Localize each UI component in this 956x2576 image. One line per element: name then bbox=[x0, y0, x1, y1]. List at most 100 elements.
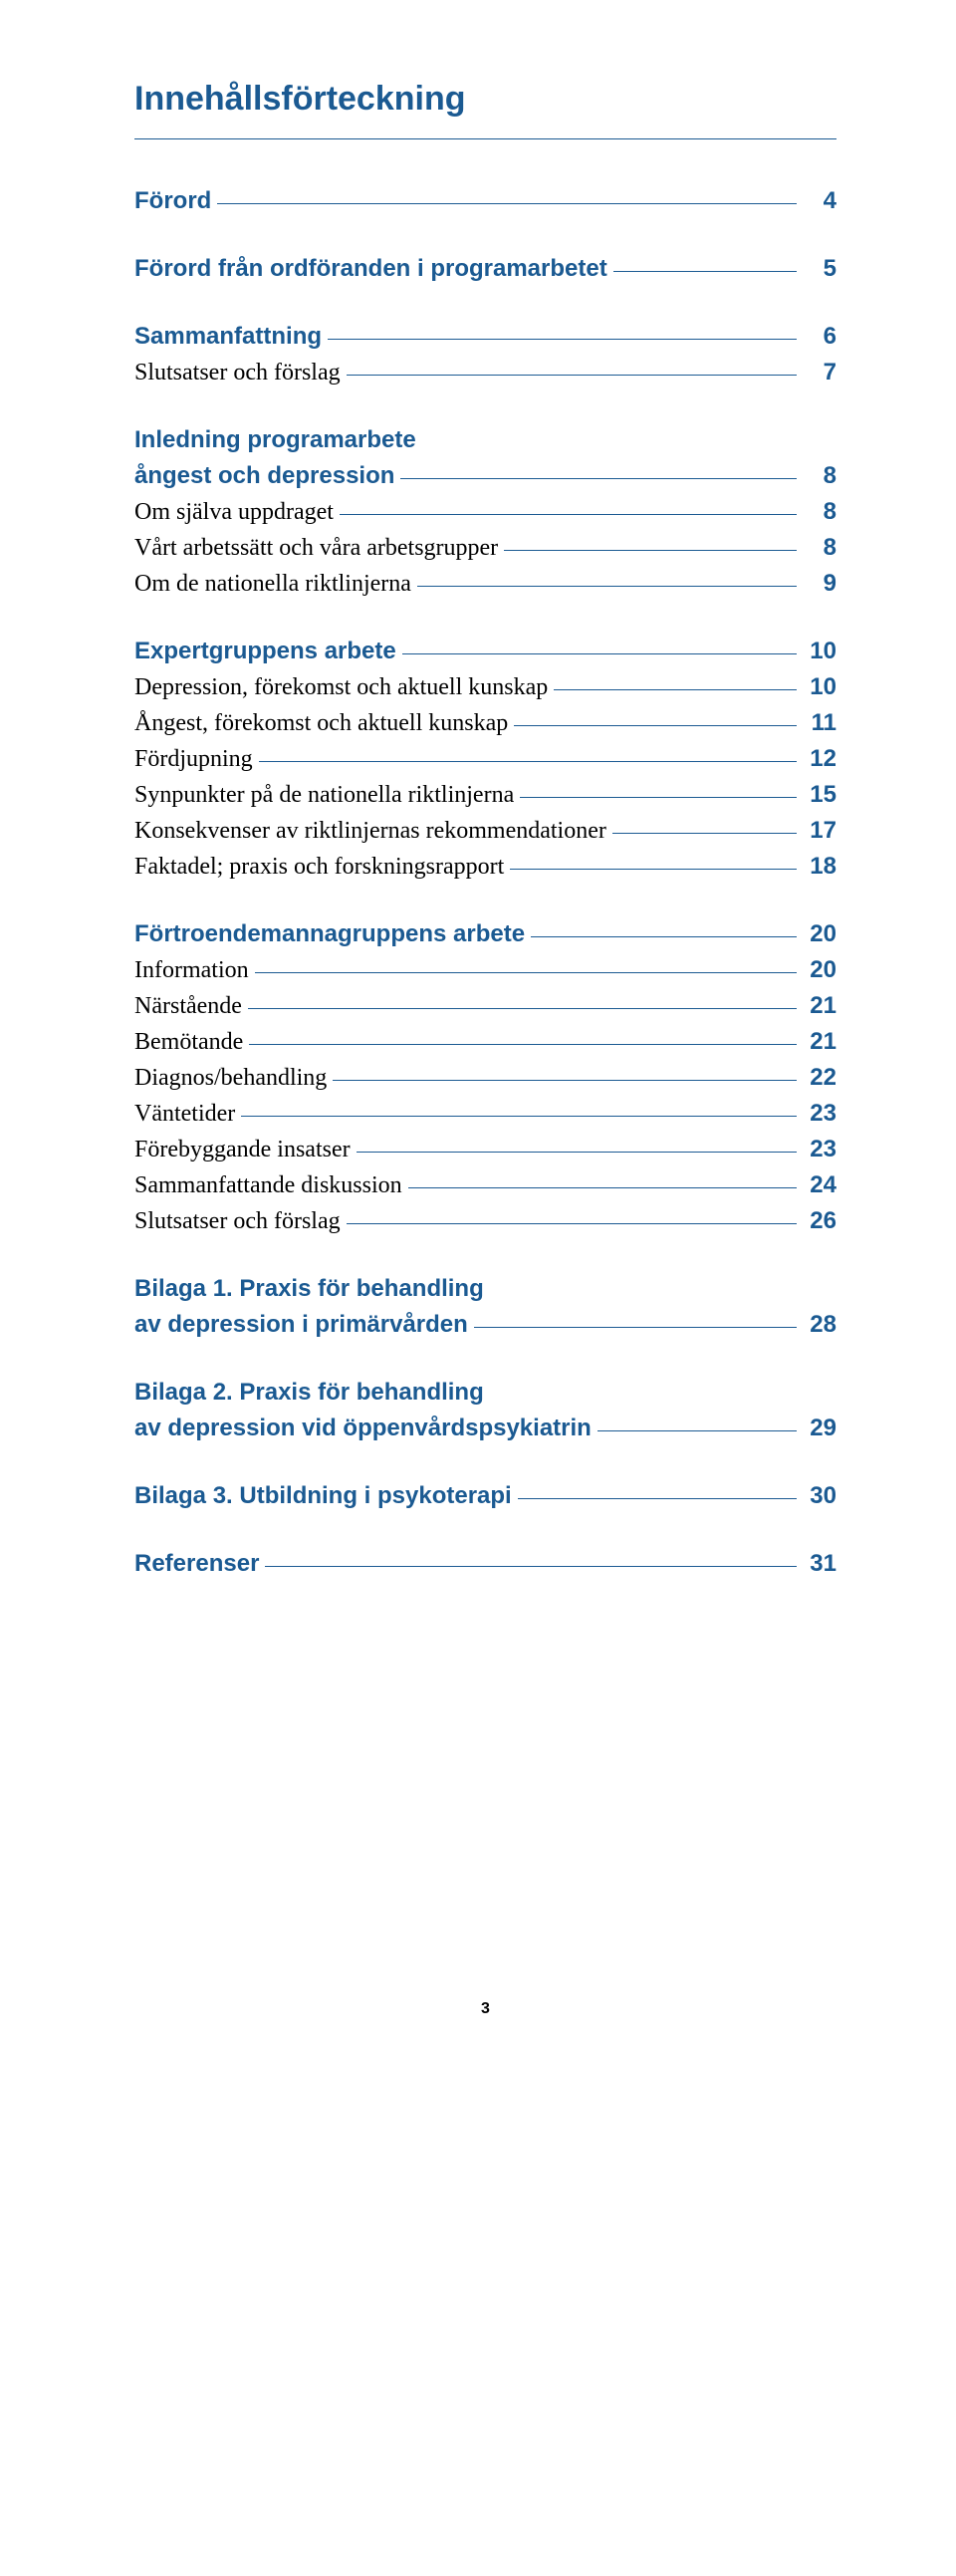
toc-item: Sammanfattande diskussion24 bbox=[134, 1167, 836, 1203]
toc-leader-line bbox=[357, 1152, 797, 1153]
toc-section: Sammanfattning 6 Slutsatser och förslag 7 bbox=[134, 319, 836, 390]
toc-item-label: Förebyggande insatser bbox=[134, 1132, 351, 1167]
toc-heading-page: 29 bbox=[803, 1411, 836, 1446]
toc-item-page: 8 bbox=[803, 530, 836, 566]
toc-item-label: Väntetider bbox=[134, 1096, 235, 1132]
toc-item-page: 20 bbox=[803, 952, 836, 988]
toc-item: Väntetider 23 bbox=[134, 1096, 836, 1132]
toc-leader-line bbox=[259, 761, 797, 762]
toc-item-label: Om själva uppdraget bbox=[134, 494, 334, 530]
toc-item-page: 7 bbox=[803, 355, 836, 390]
toc-heading-line: Inledning programarbete bbox=[134, 422, 836, 458]
table-of-contents: Förord4 Förord från ordföranden i program… bbox=[134, 183, 836, 1582]
toc-heading-label: Förord bbox=[134, 183, 211, 219]
toc-leader-line bbox=[402, 653, 797, 654]
toc-item-page: 9 bbox=[803, 566, 836, 602]
title-divider bbox=[134, 138, 836, 139]
toc-heading-label: Referenser bbox=[134, 1546, 259, 1582]
toc-leader-line bbox=[518, 1498, 797, 1499]
toc-section: Förord4 bbox=[134, 183, 836, 219]
toc-heading-page: 6 bbox=[803, 319, 836, 355]
toc-leader-line bbox=[217, 203, 797, 204]
toc-item: Synpunkter på de nationella riktlinjerna… bbox=[134, 777, 836, 813]
toc-heading-page: 31 bbox=[803, 1546, 836, 1582]
toc-leader-line bbox=[347, 1223, 797, 1224]
toc-item-page: 21 bbox=[803, 1024, 836, 1060]
toc-section: Bilaga 2. Praxis för behandlingav depres… bbox=[134, 1375, 836, 1446]
page-footer-number: 3 bbox=[134, 2000, 836, 2018]
toc-item-label: Konsekvenser av riktlinjernas rekommenda… bbox=[134, 813, 606, 849]
toc-heading-line: Bilaga 1. Praxis för behandling bbox=[134, 1271, 836, 1307]
toc-heading-page: 30 bbox=[803, 1478, 836, 1514]
toc-item-label: Slutsatser och förslag bbox=[134, 1203, 341, 1239]
toc-leader-line bbox=[408, 1187, 797, 1188]
toc-item: Om de nationella riktlinjerna9 bbox=[134, 566, 836, 602]
toc-item-page: 12 bbox=[803, 741, 836, 777]
toc-item-page: 17 bbox=[803, 813, 836, 849]
toc-heading-line: Bilaga 2. Praxis för behandling bbox=[134, 1375, 836, 1411]
toc-section: Inledning programarbeteångest och depres… bbox=[134, 422, 836, 602]
toc-item-page: 8 bbox=[803, 494, 836, 530]
toc-item: Fördjupning12 bbox=[134, 741, 836, 777]
toc-item-label: Synpunkter på de nationella riktlinjerna bbox=[134, 777, 514, 813]
toc-item-label: Information bbox=[134, 952, 249, 988]
toc-heading: Bilaga 3. Utbildning i psykoterapi30 bbox=[134, 1478, 836, 1514]
toc-leader-line bbox=[612, 833, 797, 834]
toc-item-page: 23 bbox=[803, 1096, 836, 1132]
toc-item: Slutsatser och förslag 26 bbox=[134, 1203, 836, 1239]
toc-section: Expertgruppens arbete 10 Depression, förek… bbox=[134, 634, 836, 885]
toc-section: Förord från ordföranden i programarbetet… bbox=[134, 251, 836, 287]
toc-heading-label: Sammanfattning bbox=[134, 319, 322, 355]
toc-heading: Förord4 bbox=[134, 183, 836, 219]
toc-item: Vårt arbetssätt och våra arbetsgrupper 8 bbox=[134, 530, 836, 566]
toc-leader-line bbox=[328, 339, 797, 340]
toc-heading-label: Förord från ordföranden i programarbetet bbox=[134, 251, 607, 287]
toc-heading: Referenser 31 bbox=[134, 1546, 836, 1582]
toc-section: Bilaga 1. Praxis för behandlingav depres… bbox=[134, 1271, 836, 1343]
toc-item: Faktadel; praxis och forskningsrapport 18 bbox=[134, 849, 836, 885]
toc-leader-line bbox=[340, 514, 797, 515]
toc-item-page: 10 bbox=[803, 669, 836, 705]
toc-item-page: 11 bbox=[803, 705, 836, 741]
toc-item-label: Närstående bbox=[134, 988, 242, 1024]
toc-heading: av depression vid öppenvårdspsykiatrin 29 bbox=[134, 1411, 836, 1446]
toc-item: Konsekvenser av riktlinjernas rekommenda… bbox=[134, 813, 836, 849]
toc-heading: Förtroendemannagruppens arbete20 bbox=[134, 916, 836, 952]
toc-item-page: 24 bbox=[803, 1167, 836, 1203]
toc-item-label: Diagnos/behandling bbox=[134, 1060, 327, 1096]
toc-heading-page: 5 bbox=[803, 251, 836, 287]
toc-item-page: 15 bbox=[803, 777, 836, 813]
toc-item: Förebyggande insatser 23 bbox=[134, 1132, 836, 1167]
toc-heading-label: av depression vid öppenvårdspsykiatrin bbox=[134, 1411, 592, 1446]
toc-heading: Förord från ordföranden i programarbetet… bbox=[134, 251, 836, 287]
toc-heading-label: Expertgruppens arbete bbox=[134, 634, 396, 669]
toc-heading: Expertgruppens arbete 10 bbox=[134, 634, 836, 669]
toc-item: Ångest, förekomst och aktuell kunskap11 bbox=[134, 705, 836, 741]
toc-leader-line bbox=[514, 725, 797, 726]
toc-heading: Sammanfattning 6 bbox=[134, 319, 836, 355]
toc-item-page: 18 bbox=[803, 849, 836, 885]
toc-heading: av depression i primärvården28 bbox=[134, 1307, 836, 1343]
toc-leader-line bbox=[333, 1080, 797, 1081]
toc-item-label: Slutsatser och förslag bbox=[134, 355, 341, 390]
toc-item-label: Vårt arbetssätt och våra arbetsgrupper bbox=[134, 530, 498, 566]
toc-item: Information 20 bbox=[134, 952, 836, 988]
toc-item-label: Depression, förekomst och aktuell kunska… bbox=[134, 669, 548, 705]
toc-item: Depression, förekomst och aktuell kunska… bbox=[134, 669, 836, 705]
toc-leader-line bbox=[554, 689, 797, 690]
toc-item-page: 23 bbox=[803, 1132, 836, 1167]
toc-heading-page: 8 bbox=[803, 458, 836, 494]
toc-item-label: Bemötande bbox=[134, 1024, 243, 1060]
toc-heading-page: 10 bbox=[803, 634, 836, 669]
toc-item: Om själva uppdraget 8 bbox=[134, 494, 836, 530]
toc-leader-line bbox=[510, 869, 797, 870]
toc-leader-line bbox=[520, 797, 797, 798]
toc-section: Förtroendemannagruppens arbete20Informat… bbox=[134, 916, 836, 1239]
toc-leader-line bbox=[248, 1008, 797, 1009]
toc-heading-page: 28 bbox=[803, 1307, 836, 1343]
toc-item-page: 26 bbox=[803, 1203, 836, 1239]
toc-leader-line bbox=[400, 478, 797, 479]
toc-leader-line bbox=[417, 586, 797, 587]
toc-item-label: Faktadel; praxis och forskningsrapport bbox=[134, 849, 504, 885]
toc-item: Diagnos/behandling22 bbox=[134, 1060, 836, 1096]
